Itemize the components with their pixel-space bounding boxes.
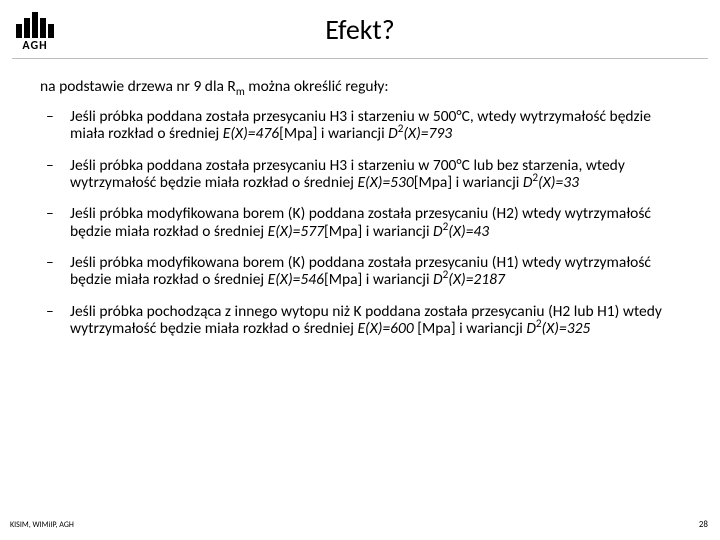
list-item: Jeśli próbka pochodząca z innego wytopu …: [64, 303, 680, 338]
list-item: Jeśli próbka poddana została przesycaniu…: [64, 157, 680, 192]
ex-value: E(X)=530: [357, 173, 413, 192]
content-area: na podstawie drzewa nr 9 dla Rm można ok…: [40, 78, 680, 351]
unit-text: [Mpa] i wariancji: [414, 173, 523, 192]
intro-suffix: można określić reguły:: [245, 77, 389, 96]
ex-value: E(X)=476: [223, 124, 279, 143]
dx-label: D: [388, 124, 398, 143]
footer-text: KISIM, WIMiIP, AGH: [10, 520, 74, 530]
dx-value: (X)=2187: [448, 270, 505, 289]
ex-value: E(X)=600: [357, 319, 417, 338]
unit-text: [Mpa] i wariancji: [324, 270, 433, 289]
bullet-list: Jeśli próbka poddana została przesycaniu…: [40, 108, 680, 338]
title-rule: [12, 58, 708, 59]
page-number: 28: [699, 519, 708, 530]
unit-text: [Mpa] i wariancji: [324, 222, 433, 241]
list-item: Jeśli próbka modyfikowana borem (K) podd…: [64, 254, 680, 289]
intro-prefix: na podstawie drzewa nr 9 dla R: [40, 77, 236, 96]
unit-text: [Mpa] i wariancji: [279, 124, 388, 143]
dx-label: D: [433, 270, 443, 289]
intro-sub: m: [236, 84, 245, 98]
dx-value: (X)=793: [403, 124, 452, 143]
intro-line: na podstawie drzewa nr 9 dla Rm można ok…: [40, 78, 680, 96]
slide: AGH Efekt? na podstawie drzewa nr 9 dla …: [0, 0, 720, 540]
dx-value: (X)=325: [542, 319, 591, 338]
dx-label: D: [433, 222, 443, 241]
slide-title: Efekt?: [0, 12, 720, 47]
list-item: Jeśli próbka modyfikowana borem (K) podd…: [64, 205, 680, 240]
dx-label: D: [526, 319, 536, 338]
dx-value: (X)=43: [448, 222, 489, 241]
ex-value: E(X)=546: [268, 270, 324, 289]
unit-text: [Mpa] i wariancji: [417, 319, 526, 338]
dx-value: (X)=33: [538, 173, 579, 192]
dx-label: D: [523, 173, 533, 192]
ex-value: E(X)=577: [268, 222, 324, 241]
list-item: Jeśli próbka poddana została przesycaniu…: [64, 108, 680, 143]
